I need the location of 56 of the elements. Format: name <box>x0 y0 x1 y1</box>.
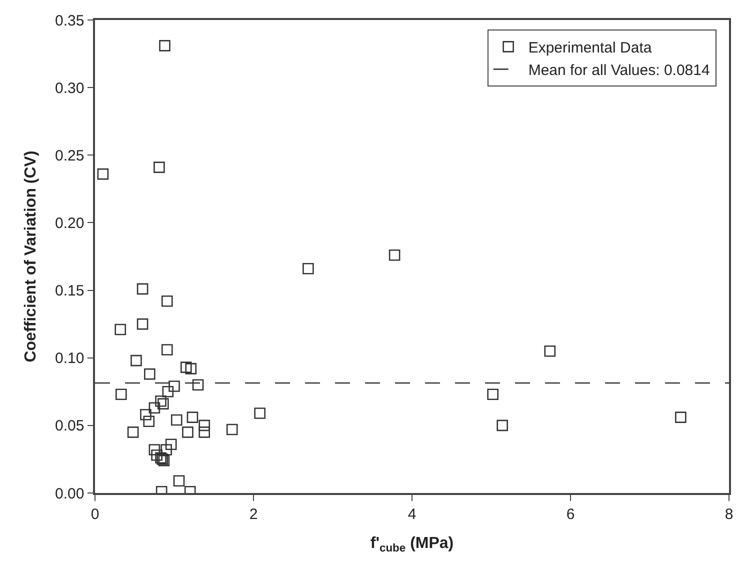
x-tick-label: 0 <box>90 506 100 523</box>
point <box>158 398 169 410</box>
point <box>198 420 210 432</box>
point <box>192 379 204 391</box>
point <box>186 412 198 423</box>
point <box>165 438 177 450</box>
y-tick-label: 0.00 <box>55 485 84 502</box>
point <box>159 40 170 52</box>
point <box>198 426 210 438</box>
y-tick-label: 0.30 <box>55 80 84 97</box>
y-tick-label: 0.25 <box>55 147 84 164</box>
point <box>148 444 160 456</box>
point <box>154 162 165 173</box>
y-tick-label: 0.35 <box>55 12 84 30</box>
x-tick-label: 4 <box>408 506 416 523</box>
point <box>136 318 148 330</box>
point <box>675 412 686 423</box>
x-tick-label: 2 <box>249 506 258 523</box>
point <box>161 344 173 356</box>
point <box>144 368 156 380</box>
point <box>151 450 162 461</box>
y-tick-label: 0.20 <box>55 214 84 232</box>
point <box>254 408 266 419</box>
point <box>136 283 148 295</box>
x-tick-label: 8 <box>724 506 734 523</box>
point <box>127 426 139 438</box>
y-axis-title: Coefficient of Variation (CV) <box>22 150 40 362</box>
point <box>496 420 508 432</box>
point <box>97 168 109 180</box>
x-tick-label: 6 <box>566 506 575 523</box>
point <box>544 345 556 357</box>
point <box>168 380 180 392</box>
y-tick-label: 0.15 <box>55 282 84 300</box>
point <box>388 250 400 261</box>
point <box>173 475 185 486</box>
point <box>130 354 142 366</box>
point <box>182 426 194 438</box>
legend-label: Mean for all Values: 0.0814 <box>528 62 710 80</box>
point <box>161 295 173 307</box>
point <box>180 362 192 373</box>
point <box>114 324 126 336</box>
point <box>143 416 155 428</box>
point <box>116 388 127 400</box>
point <box>162 386 174 398</box>
point <box>226 424 238 436</box>
legend-label: Experimental Data <box>528 40 652 57</box>
point <box>185 363 197 374</box>
point <box>487 388 498 400</box>
point <box>140 408 152 420</box>
y-tick-label: 0.10 <box>55 350 84 368</box>
y-tick-label: 0.05 <box>55 418 84 435</box>
x-axis-title: f'$_{cube}$ (MPa) <box>370 534 454 554</box>
point <box>170 414 182 426</box>
point <box>155 395 166 407</box>
point <box>302 263 314 274</box>
point <box>148 402 160 414</box>
